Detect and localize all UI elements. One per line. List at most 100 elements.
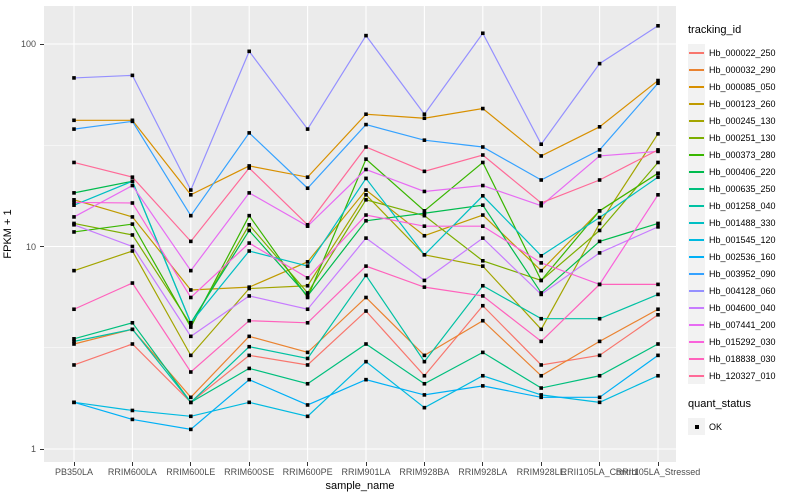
data-point bbox=[305, 294, 310, 298]
legend-title: tracking_id bbox=[688, 24, 742, 36]
data-point bbox=[539, 268, 543, 273]
data-point bbox=[305, 307, 310, 312]
data-point bbox=[247, 400, 251, 405]
data-point bbox=[481, 224, 485, 228]
legend-item-Hb_001488_330: Hb_001488_330 bbox=[688, 214, 798, 231]
data-point bbox=[481, 350, 485, 355]
data-point bbox=[597, 339, 602, 344]
legend-key-line-icon bbox=[688, 231, 705, 248]
data-point bbox=[364, 342, 368, 346]
data-point bbox=[422, 252, 427, 257]
data-point bbox=[72, 215, 76, 219]
legend-key-line-icon bbox=[688, 129, 705, 146]
data-point bbox=[130, 179, 135, 184]
data-point bbox=[481, 183, 485, 188]
x-tick-mark bbox=[365, 462, 367, 466]
data-point bbox=[247, 131, 251, 135]
legend-item-label: Hb_000251_130 bbox=[709, 132, 776, 143]
x-tick-label: RRII105LA_Control bbox=[560, 467, 639, 477]
x-tick-label: RRIM600LA bbox=[107, 467, 157, 477]
data-point bbox=[364, 176, 368, 181]
data-point bbox=[597, 316, 602, 321]
legend-item-Hb_000123_260: Hb_000123_260 bbox=[688, 95, 798, 112]
data-point bbox=[72, 230, 76, 234]
data-point bbox=[130, 408, 135, 413]
data-point bbox=[72, 200, 76, 205]
data-point bbox=[597, 215, 602, 220]
data-point bbox=[539, 154, 543, 158]
data-point bbox=[422, 213, 427, 218]
data-point bbox=[481, 203, 485, 207]
x-tick-label: RRIM928LE bbox=[516, 467, 566, 477]
data-point bbox=[539, 292, 543, 297]
legend-item-label: Hb_004600_040 bbox=[709, 302, 776, 313]
data-point bbox=[539, 201, 543, 205]
x-tick-label: PB350LA bbox=[54, 467, 94, 477]
legend-item-label: Hb_002536_160 bbox=[709, 251, 776, 262]
data-point bbox=[247, 222, 251, 227]
data-point bbox=[481, 193, 485, 198]
data-point bbox=[364, 377, 368, 382]
data-point bbox=[130, 233, 135, 237]
data-point bbox=[364, 236, 368, 240]
data-point bbox=[247, 286, 251, 291]
data-point bbox=[247, 344, 251, 349]
data-point bbox=[656, 373, 660, 378]
data-point bbox=[422, 209, 427, 213]
data-point bbox=[247, 191, 251, 195]
data-point bbox=[130, 222, 135, 226]
data-point bbox=[364, 167, 368, 172]
data-point bbox=[539, 261, 543, 265]
data-point bbox=[130, 320, 135, 325]
x-tick-label: RRIM600LE bbox=[166, 467, 216, 477]
data-point bbox=[656, 81, 660, 86]
data-point bbox=[539, 395, 543, 400]
data-point bbox=[597, 353, 602, 358]
data-point bbox=[305, 283, 310, 288]
data-point bbox=[305, 350, 310, 355]
x-tick-mark bbox=[482, 462, 484, 466]
legend-item-label: Hb_000022_250 bbox=[709, 47, 776, 58]
data-point bbox=[539, 363, 543, 367]
data-point bbox=[189, 414, 193, 419]
legend-item-Hb_002536_160: Hb_002536_160 bbox=[688, 248, 798, 265]
data-point bbox=[539, 316, 543, 321]
data-point bbox=[422, 211, 427, 216]
legend-item-Hb_000032_290: Hb_000032_290 bbox=[688, 61, 798, 78]
x-tick-mark bbox=[190, 462, 192, 466]
legend-item-Hb_003952_090: Hb_003952_090 bbox=[688, 265, 798, 282]
y-tick-mark bbox=[40, 43, 44, 45]
data-point bbox=[656, 307, 660, 312]
data-point bbox=[481, 373, 485, 378]
legend2-title: quant_status bbox=[688, 398, 751, 410]
legend-item-Hb_120327_010: Hb_120327_010 bbox=[688, 367, 798, 384]
x-tick-mark bbox=[423, 462, 425, 466]
data-point bbox=[72, 400, 76, 405]
data-point bbox=[481, 258, 485, 263]
data-point bbox=[597, 209, 602, 213]
legend-key-line-icon bbox=[688, 248, 705, 265]
data-point bbox=[656, 175, 660, 179]
data-point bbox=[539, 253, 543, 258]
data-point bbox=[656, 225, 660, 229]
data-point bbox=[305, 403, 310, 407]
data-point bbox=[189, 188, 193, 192]
data-point bbox=[597, 282, 602, 287]
legend-item-Hb_007441_200: Hb_007441_200 bbox=[688, 316, 798, 333]
data-point bbox=[364, 359, 368, 364]
data-point bbox=[189, 353, 193, 358]
x-tick-label: RRIM928BA bbox=[399, 467, 450, 477]
data-point bbox=[305, 222, 310, 227]
legend-item-label: Hb_000406_220 bbox=[709, 166, 776, 177]
data-point bbox=[72, 342, 76, 346]
legend-item-label: Hb_000245_130 bbox=[709, 115, 776, 126]
legend-item-label: Hb_000085_050 bbox=[709, 81, 776, 92]
legend-key-line-icon bbox=[688, 265, 705, 282]
data-point bbox=[189, 400, 193, 405]
legend-item-label: Hb_120327_010 bbox=[709, 370, 776, 381]
data-point bbox=[597, 178, 602, 182]
x-axis-title: sample_name bbox=[325, 480, 395, 492]
data-point bbox=[539, 278, 543, 283]
data-point bbox=[305, 363, 310, 367]
data-point bbox=[130, 417, 135, 422]
